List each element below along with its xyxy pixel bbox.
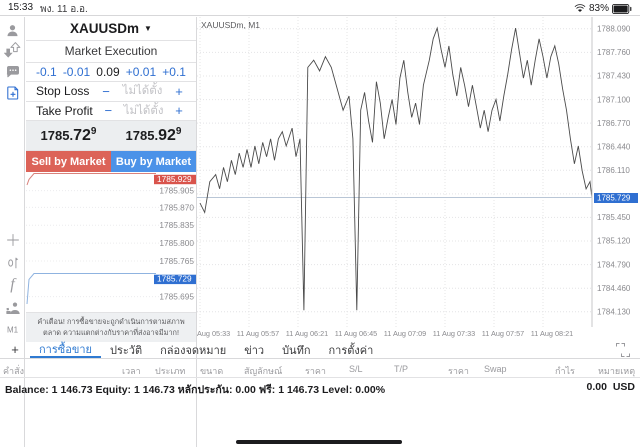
svg-text:11 Aug 07:33: 11 Aug 07:33 bbox=[433, 329, 475, 338]
svg-text:1785.929: 1785.929 bbox=[157, 174, 192, 184]
svg-text:11 Aug 07:09: 11 Aug 07:09 bbox=[384, 329, 426, 338]
svg-text:1785.450: 1785.450 bbox=[597, 213, 631, 222]
svg-text:1786.770: 1786.770 bbox=[597, 119, 631, 128]
svg-text:11 Aug 06:21: 11 Aug 06:21 bbox=[286, 329, 328, 338]
svg-text:1785.800: 1785.800 bbox=[159, 238, 194, 248]
svg-text:1785.729: 1785.729 bbox=[157, 274, 192, 284]
svg-text:1784.130: 1784.130 bbox=[597, 307, 631, 316]
svg-text:11 Aug 07:57: 11 Aug 07:57 bbox=[482, 329, 524, 338]
svg-text:1785.729: 1785.729 bbox=[597, 194, 631, 203]
svg-text:1787.430: 1787.430 bbox=[597, 72, 631, 81]
svg-text:1784.460: 1784.460 bbox=[597, 284, 631, 293]
svg-text:11 Aug 08:21: 11 Aug 08:21 bbox=[531, 329, 573, 338]
svg-text:1785.765: 1785.765 bbox=[159, 256, 194, 266]
svg-text:1788.090: 1788.090 bbox=[597, 25, 631, 34]
svg-text:11 Aug 05:57: 11 Aug 05:57 bbox=[237, 329, 279, 338]
svg-text:11 Aug 05:33: 11 Aug 05:33 bbox=[197, 329, 230, 338]
svg-text:1784.790: 1784.790 bbox=[597, 260, 631, 269]
svg-text:1785.870: 1785.870 bbox=[159, 202, 194, 212]
svg-text:1786.110: 1786.110 bbox=[597, 166, 630, 175]
svg-text:1785.835: 1785.835 bbox=[159, 220, 194, 230]
svg-text:1786.440: 1786.440 bbox=[597, 142, 631, 151]
svg-text:1787.760: 1787.760 bbox=[597, 48, 631, 57]
svg-text:1785.120: 1785.120 bbox=[597, 237, 631, 246]
svg-text:1785.695: 1785.695 bbox=[159, 292, 194, 302]
svg-text:1785.905: 1785.905 bbox=[159, 186, 194, 196]
svg-text:1787.100: 1787.100 bbox=[597, 95, 631, 104]
svg-text:11 Aug 06:45: 11 Aug 06:45 bbox=[335, 329, 377, 338]
